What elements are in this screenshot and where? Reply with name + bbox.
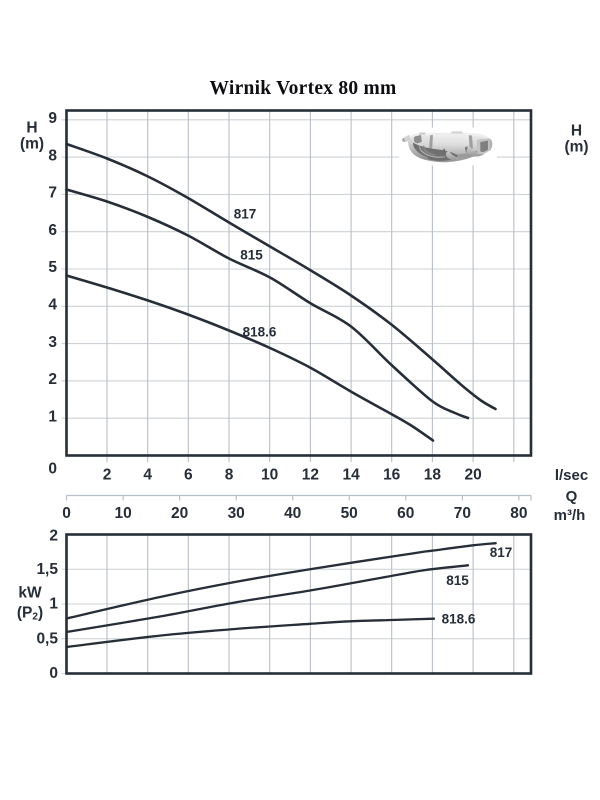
svg-text:817: 817 <box>234 207 257 222</box>
svg-text:1: 1 <box>48 408 57 425</box>
svg-text:5: 5 <box>48 259 57 276</box>
svg-text:818.6: 818.6 <box>243 325 277 340</box>
svg-text:8: 8 <box>48 147 57 164</box>
svg-text:(m): (m) <box>564 139 588 156</box>
svg-text:6: 6 <box>184 467 193 484</box>
svg-text:Q: Q <box>566 488 578 505</box>
svg-text:(m): (m) <box>20 136 44 153</box>
svg-text:30: 30 <box>228 505 245 522</box>
svg-text:4: 4 <box>143 467 152 484</box>
svg-text:0: 0 <box>49 665 58 682</box>
svg-text:0: 0 <box>62 505 71 522</box>
svg-text:0,5: 0,5 <box>36 631 58 648</box>
svg-text:1: 1 <box>49 596 58 613</box>
svg-text:4: 4 <box>48 297 57 314</box>
svg-text:20: 20 <box>171 505 188 522</box>
svg-text:18: 18 <box>424 467 442 484</box>
svg-text:2: 2 <box>103 467 112 484</box>
svg-text:815: 815 <box>446 573 469 588</box>
svg-text:7: 7 <box>48 185 57 202</box>
svg-text:70: 70 <box>454 505 471 522</box>
svg-text:818.6: 818.6 <box>442 612 476 627</box>
svg-text:60: 60 <box>397 505 414 522</box>
svg-text:m³/h: m³/h <box>554 507 586 524</box>
svg-text:50: 50 <box>341 505 358 522</box>
svg-text:3: 3 <box>48 334 57 351</box>
svg-text:80: 80 <box>510 505 527 522</box>
svg-text:2: 2 <box>49 528 58 545</box>
svg-text:10: 10 <box>114 505 131 522</box>
svg-text:1,5: 1,5 <box>36 561 58 578</box>
svg-text:Wirnik Vortex 80 mm: Wirnik Vortex 80 mm <box>210 78 397 99</box>
svg-text:H: H <box>571 123 582 140</box>
svg-text:6: 6 <box>48 222 57 239</box>
svg-text:40: 40 <box>284 505 301 522</box>
svg-text:2: 2 <box>48 371 57 388</box>
svg-text:kW: kW <box>18 585 42 602</box>
svg-text:9: 9 <box>48 110 57 127</box>
svg-text:8: 8 <box>225 467 234 484</box>
svg-text:H: H <box>26 120 37 137</box>
svg-text:20: 20 <box>464 467 481 484</box>
svg-text:815: 815 <box>240 248 263 263</box>
svg-text:14: 14 <box>342 467 360 484</box>
svg-text:817: 817 <box>490 545 513 560</box>
svg-text:12: 12 <box>302 467 319 484</box>
svg-text:(P2): (P2) <box>17 605 43 623</box>
svg-text:l/sec: l/sec <box>555 467 588 484</box>
svg-text:10: 10 <box>261 467 278 484</box>
svg-text:16: 16 <box>383 467 401 484</box>
svg-text:0: 0 <box>48 461 57 478</box>
